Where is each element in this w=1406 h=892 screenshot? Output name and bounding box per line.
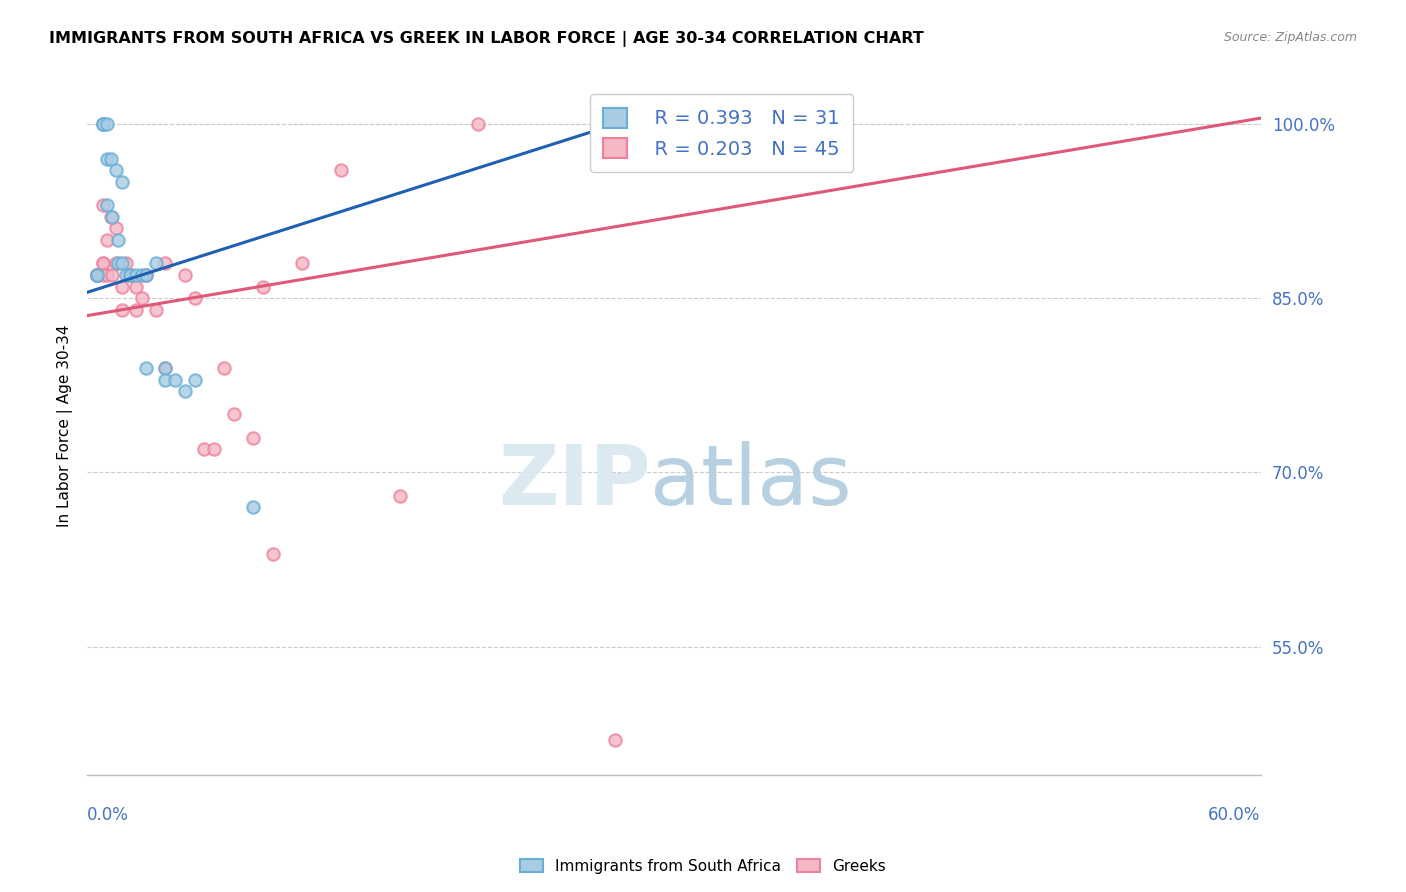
Point	[91, 117, 114, 131]
Point	[111, 175, 134, 189]
Point	[193, 442, 215, 457]
Point	[222, 408, 245, 422]
Point	[125, 302, 148, 317]
Point	[155, 360, 177, 375]
Point	[115, 268, 138, 282]
Point	[183, 291, 205, 305]
Point	[145, 256, 167, 270]
Point	[135, 268, 157, 282]
Text: atlas: atlas	[651, 442, 852, 523]
Point	[96, 268, 118, 282]
Point	[202, 442, 225, 457]
Point	[135, 360, 157, 375]
Point	[242, 431, 264, 445]
Point	[86, 268, 108, 282]
Legend:   R = 0.393   N = 31,   R = 0.203   N = 45: R = 0.393 N = 31, R = 0.203 N = 45	[589, 95, 853, 172]
Point	[145, 302, 167, 317]
Point	[605, 117, 627, 131]
Point	[120, 268, 142, 282]
Point	[101, 210, 124, 224]
Point	[86, 268, 108, 282]
Point	[605, 732, 627, 747]
Point	[91, 268, 114, 282]
Point	[111, 302, 134, 317]
Point	[173, 268, 195, 282]
Point	[101, 268, 124, 282]
Point	[105, 256, 128, 270]
Point	[125, 268, 148, 282]
Point	[125, 279, 148, 293]
Point	[111, 256, 134, 270]
Point	[91, 256, 114, 270]
Point	[252, 279, 274, 293]
Point	[173, 384, 195, 399]
Y-axis label: In Labor Force | Age 30-34: In Labor Force | Age 30-34	[58, 325, 73, 527]
Point	[105, 221, 128, 235]
Point	[155, 372, 177, 386]
Point	[96, 152, 118, 166]
Point	[86, 268, 108, 282]
Point	[242, 500, 264, 515]
Point	[86, 268, 108, 282]
Point	[120, 268, 142, 282]
Point	[155, 256, 177, 270]
Point	[155, 360, 177, 375]
Point	[91, 117, 114, 131]
Point	[86, 268, 108, 282]
Point	[467, 117, 489, 131]
Point	[115, 256, 138, 270]
Point	[100, 210, 122, 224]
Point	[91, 198, 114, 212]
Point	[107, 256, 129, 270]
Point	[605, 117, 627, 131]
Point	[91, 117, 114, 131]
Text: IMMIGRANTS FROM SOUTH AFRICA VS GREEK IN LABOR FORCE | AGE 30-34 CORRELATION CHA: IMMIGRANTS FROM SOUTH AFRICA VS GREEK IN…	[49, 31, 924, 47]
Point	[86, 268, 108, 282]
Point	[389, 489, 412, 503]
Point	[120, 268, 142, 282]
Point	[91, 256, 114, 270]
Point	[262, 547, 284, 561]
Point	[105, 163, 128, 178]
Point	[100, 152, 122, 166]
Point	[96, 117, 118, 131]
Point	[107, 233, 129, 247]
Point	[86, 268, 108, 282]
Legend: Immigrants from South Africa, Greeks: Immigrants from South Africa, Greeks	[515, 853, 891, 880]
Point	[86, 268, 108, 282]
Point	[96, 233, 118, 247]
Point	[643, 117, 665, 131]
Point	[330, 163, 353, 178]
Point	[291, 256, 314, 270]
Text: ZIP: ZIP	[498, 442, 651, 523]
Point	[135, 268, 157, 282]
Text: 0.0%: 0.0%	[87, 806, 129, 824]
Point	[135, 268, 157, 282]
Point	[131, 268, 153, 282]
Point	[212, 360, 235, 375]
Point	[111, 279, 134, 293]
Point	[86, 268, 108, 282]
Text: 60.0%: 60.0%	[1208, 806, 1261, 824]
Point	[131, 291, 153, 305]
Point	[183, 372, 205, 386]
Point	[120, 268, 142, 282]
Point	[96, 198, 118, 212]
Point	[165, 372, 187, 386]
Text: Source: ZipAtlas.com: Source: ZipAtlas.com	[1223, 31, 1357, 45]
